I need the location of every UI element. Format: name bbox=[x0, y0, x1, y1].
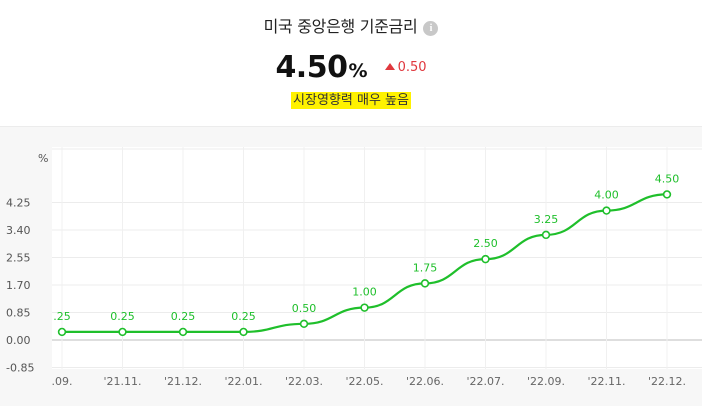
y-axis-unit: % bbox=[38, 152, 48, 165]
x-tick-label: '22.11. bbox=[587, 375, 625, 388]
data-label: 4.50 bbox=[655, 172, 680, 185]
data-label: 4.00 bbox=[594, 189, 619, 202]
up-triangle-icon bbox=[384, 63, 395, 70]
data-label: 0.25 bbox=[110, 310, 135, 323]
y-tick-label: -0.85 bbox=[6, 362, 34, 375]
data-point bbox=[57, 327, 67, 337]
data-point bbox=[299, 319, 309, 329]
series-line bbox=[62, 193, 668, 334]
rate-line-chart: 4.25 3.40 2.55 1.70 0.85 0.00 -0.85% .09. '21.11… bbox=[6, 147, 702, 388]
rate-header: 미국 중앙은행 기준금리 i 4.50% 0.50 시장영향력 매우 높음 bbox=[0, 0, 702, 126]
x-tick-label: '22.06. bbox=[406, 375, 444, 388]
rate-change: 0.50 bbox=[384, 60, 427, 75]
x-tick-label: '22.01. bbox=[224, 375, 262, 388]
data-point bbox=[360, 303, 369, 312]
data-label: 3.25 bbox=[534, 213, 559, 226]
data-point bbox=[481, 254, 490, 264]
y-tick-label: 4.25 bbox=[6, 197, 31, 210]
info-icon[interactable]: i bbox=[423, 21, 439, 36]
x-tick-label: .09. bbox=[52, 375, 73, 388]
chart-panel: 4.25 3.40 2.55 1.70 0.85 0.00 -0.85% .09. '21.11… bbox=[0, 126, 702, 406]
value-row: 4.50% 0.50 bbox=[0, 50, 702, 85]
y-tick-label: 0.00 bbox=[6, 334, 31, 347]
data-point bbox=[602, 206, 611, 215]
y-tick-label: 0.85 bbox=[6, 307, 31, 320]
data-label: 1.75 bbox=[413, 261, 438, 274]
data-point bbox=[178, 327, 188, 337]
x-tick-label: '21.12. bbox=[164, 375, 202, 388]
current-rate-value: 4.50 bbox=[275, 50, 348, 85]
y-tick-label: 3.40 bbox=[6, 224, 31, 237]
data-label: 2.50 bbox=[473, 237, 498, 250]
data-label: 1.00 bbox=[352, 286, 377, 299]
data-label: 0.25 bbox=[171, 310, 196, 323]
data-label: .25 bbox=[53, 310, 71, 323]
data-point bbox=[541, 230, 551, 240]
data-point bbox=[239, 327, 248, 337]
x-tick-label: '22.03. bbox=[285, 375, 323, 388]
x-tick-label: '22.09. bbox=[527, 375, 565, 388]
title-row: 미국 중앙은행 기준금리 i bbox=[0, 13, 702, 37]
data-point bbox=[662, 190, 672, 199]
market-impact-badge: 시장영향력 매우 높음 bbox=[291, 92, 411, 109]
impact-row: 시장영향력 매우 높음 bbox=[0, 89, 702, 109]
y-tick-label: 1.70 bbox=[6, 279, 31, 292]
rate-change-value: 0.50 bbox=[397, 60, 427, 75]
x-tick-label: '22.12. bbox=[648, 375, 686, 388]
x-tick-label: '21.11. bbox=[103, 375, 141, 388]
data-label: 0.25 bbox=[231, 310, 256, 323]
x-tick-label: '22.05. bbox=[345, 375, 383, 388]
y-tick-label: 2.55 bbox=[6, 252, 31, 265]
x-tick-label: '22.07. bbox=[466, 375, 504, 388]
data-point bbox=[420, 279, 430, 288]
current-rate-unit: % bbox=[348, 60, 368, 82]
page-title: 미국 중앙은행 기준금리 bbox=[263, 17, 418, 36]
data-label: 0.50 bbox=[292, 302, 317, 315]
data-point bbox=[118, 327, 127, 337]
